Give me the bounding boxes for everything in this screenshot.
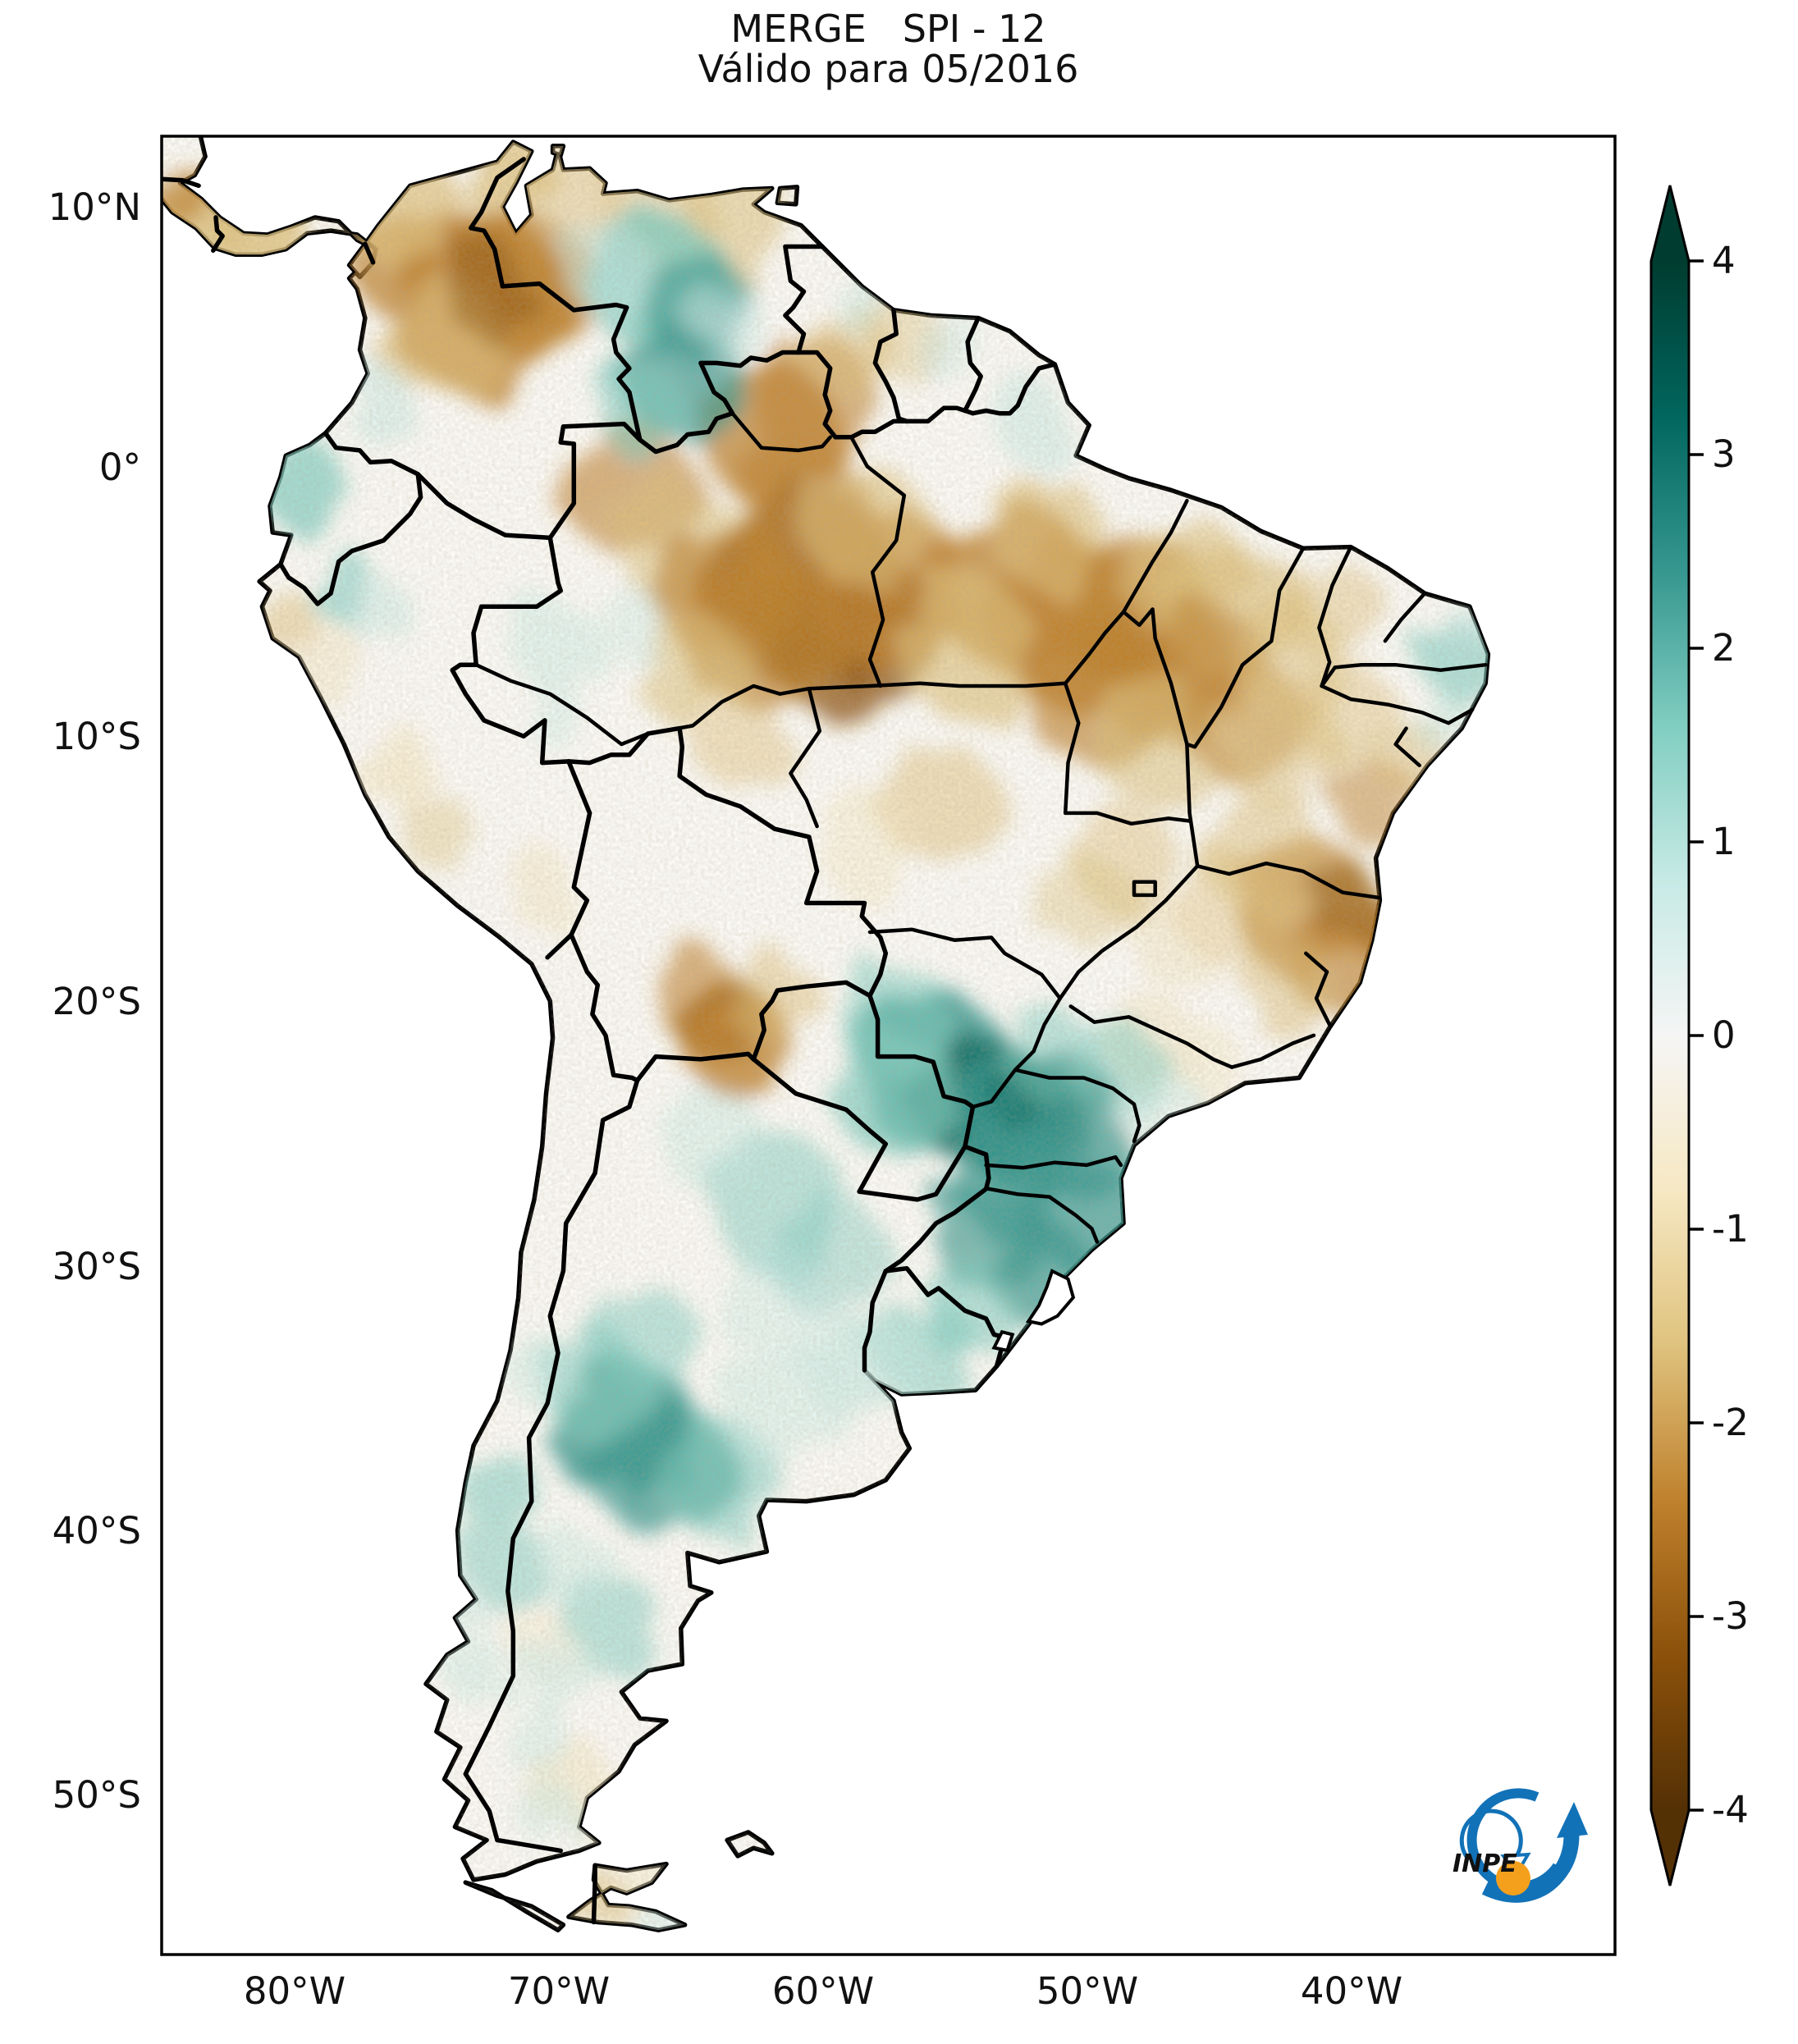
chart-title: MERGE SPI - 12	[730, 7, 1046, 51]
lon-tick-50w: 50°W	[1036, 1969, 1139, 2013]
colorbar-label-4: 4	[1712, 239, 1736, 282]
lat-tick-0: 0°	[98, 446, 141, 489]
lon-tick-60w: 60°W	[771, 1969, 875, 2013]
colorbar-gradient-bar	[1649, 185, 1690, 1886]
lat-tick-40s: 40°S	[52, 1509, 141, 1552]
map-plot-area	[162, 136, 1615, 1955]
colorbar-label-0: 0	[1712, 1013, 1736, 1057]
lat-tick-10s: 10°S	[52, 715, 141, 758]
colorbar-label-m3: -3	[1712, 1594, 1749, 1638]
coastal-lagoons	[991, 1269, 1076, 1353]
colorbar	[1649, 185, 1704, 1886]
colorbar-label-m4: -4	[1712, 1788, 1749, 1831]
chart-subtitle: Válido para 05/2016	[698, 47, 1079, 91]
colorbar-label-m2: -2	[1712, 1401, 1749, 1444]
colorbar-label-1: 1	[1712, 820, 1736, 863]
colorbar-label-3: 3	[1712, 432, 1736, 476]
lon-tick-80w: 80°W	[243, 1969, 346, 2013]
inpe-logo-text: INPE	[1453, 1850, 1517, 1878]
lon-tick-40w: 40°W	[1300, 1969, 1403, 2013]
lon-tick-70w: 70°W	[507, 1969, 611, 2013]
inpe-logo-arrowhead-icon	[1557, 1802, 1588, 1838]
colorbar-label-m1: -1	[1712, 1207, 1749, 1251]
inpe-logo-inner-spiral	[1459, 1809, 1523, 1861]
plot-frame	[160, 135, 1617, 1956]
colorbar-tick-marks	[1689, 259, 1704, 1812]
lat-tick-30s: 30°S	[52, 1245, 141, 1288]
state-borders	[474, 411, 1488, 1244]
inpe-logo: INPE	[1453, 1788, 1588, 1903]
lat-tick-50s: 50°S	[52, 1773, 141, 1817]
lat-tick-10n: 10°N	[48, 185, 141, 229]
country-borders	[162, 157, 1058, 1925]
lat-tick-20s: 20°S	[52, 980, 141, 1023]
colorbar-label-2: 2	[1712, 626, 1736, 670]
inpe-logo-orange-dot	[1496, 1861, 1530, 1895]
